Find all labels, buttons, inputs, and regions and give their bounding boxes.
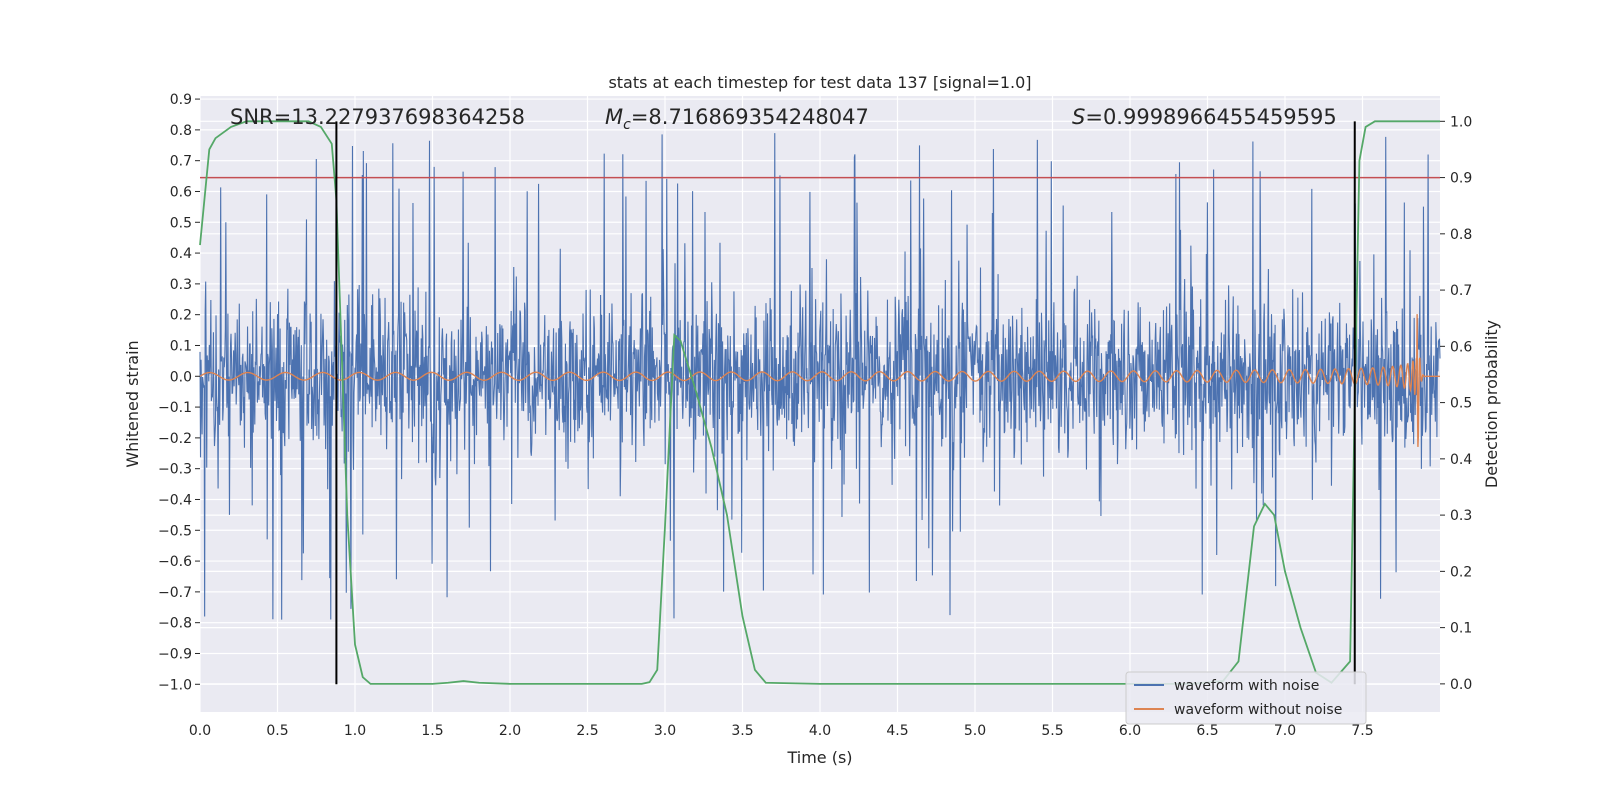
y-right-tick-label: 0.8 (1450, 227, 1472, 243)
y-tick-label: 0.8 (170, 123, 192, 139)
legend: waveform with noise waveform without noi… (1125, 671, 1367, 725)
x-tick-label: 1.5 (421, 723, 443, 739)
x-tick-label: 7.0 (1274, 723, 1296, 739)
y-axis-label: Whitened strain (123, 340, 142, 467)
x-tick-label: 3.5 (731, 723, 753, 739)
y-tick-label: 0.2 (170, 308, 192, 324)
y-tick-label: 0.6 (170, 184, 192, 200)
x-tick-label: 6.5 (1196, 723, 1218, 739)
y-right-tick-label: 0.3 (1450, 508, 1472, 524)
snr-annotation: SNR=13.227937698364258 (230, 105, 525, 129)
x-tick-label: 0.5 (266, 723, 288, 739)
y-right-tick-label: 0.6 (1450, 339, 1472, 355)
legend-label-noise: waveform with noise (1174, 678, 1319, 694)
y-tick-label: −0.4 (158, 492, 192, 508)
noisy-waveform-line (199, 133, 1441, 620)
y-right-tick-label: 1.0 (1450, 114, 1472, 130)
y-tick-label: −1.0 (158, 677, 192, 693)
x-axis-label: Time (s) (786, 748, 852, 767)
y-tick-label: −0.3 (158, 462, 192, 478)
y-tick-label: 0.3 (170, 277, 192, 293)
x-tick-label: 0.0 (189, 723, 211, 739)
clean-waveform-line (199, 314, 1440, 447)
y-right-tick-label: 0.9 (1450, 171, 1472, 187)
x-tick-label: 5.0 (964, 723, 986, 739)
y-tick-label: −0.8 (158, 616, 192, 632)
x-tick-label: 4.5 (886, 723, 908, 739)
y-tick-label: −0.1 (158, 400, 192, 416)
chirp-mass-annotation: Mc=8.716869354248047 (605, 105, 869, 133)
y-tick-label: −0.7 (158, 585, 192, 601)
x-tick-label: 6.0 (1119, 723, 1141, 739)
y-tick-label: −0.9 (158, 646, 192, 662)
x-tick-label: 5.5 (1041, 723, 1063, 739)
legend-box (1125, 671, 1367, 725)
y-tick-label: 0.9 (170, 92, 192, 108)
y-right-tick-label: 0.5 (1450, 396, 1472, 412)
y-tick-label: 0.7 (170, 154, 192, 170)
x-tick-label: 7.5 (1351, 723, 1373, 739)
y-tick-label: 0.1 (170, 338, 192, 354)
y-right-tick-label: 0.4 (1450, 452, 1472, 468)
x-tick-label: 3.0 (654, 723, 676, 739)
y-tick-label: −0.2 (158, 431, 192, 447)
y-right-tick-label: 0.2 (1450, 564, 1472, 580)
y-tick-label: 0.0 (170, 369, 192, 385)
y-tick-label: 0.5 (170, 215, 192, 231)
chart-title: stats at each timestep for test data 137… (608, 73, 1031, 92)
x-tick-label: 2.5 (576, 723, 598, 739)
legend-label-clean: waveform without noise (1174, 702, 1342, 718)
x-tick-label: 4.0 (809, 723, 831, 739)
y-tick-label: −0.5 (158, 523, 192, 539)
ticks: 0.9 0.8 0.7 0.6 0.5 0.4 0.3 0.2 0.1 0.0 −0.1 −0.2 −0… (158, 92, 1472, 739)
y-right-tick-label: 0.0 (1450, 677, 1472, 693)
y-tick-label: −0.6 (158, 554, 192, 570)
y-tick-label: 0.4 (170, 246, 192, 262)
s-annotation: S=0.9998966455459595 (1072, 105, 1337, 129)
y-right-tick-label: 0.1 (1450, 621, 1472, 637)
y-right-axis-label: Detection probability (1482, 320, 1501, 488)
data-layer (199, 120, 1441, 685)
x-tick-label: 2.0 (499, 723, 521, 739)
y-right-tick-label: 0.7 (1450, 283, 1472, 299)
x-tick-label: 1.0 (344, 723, 366, 739)
